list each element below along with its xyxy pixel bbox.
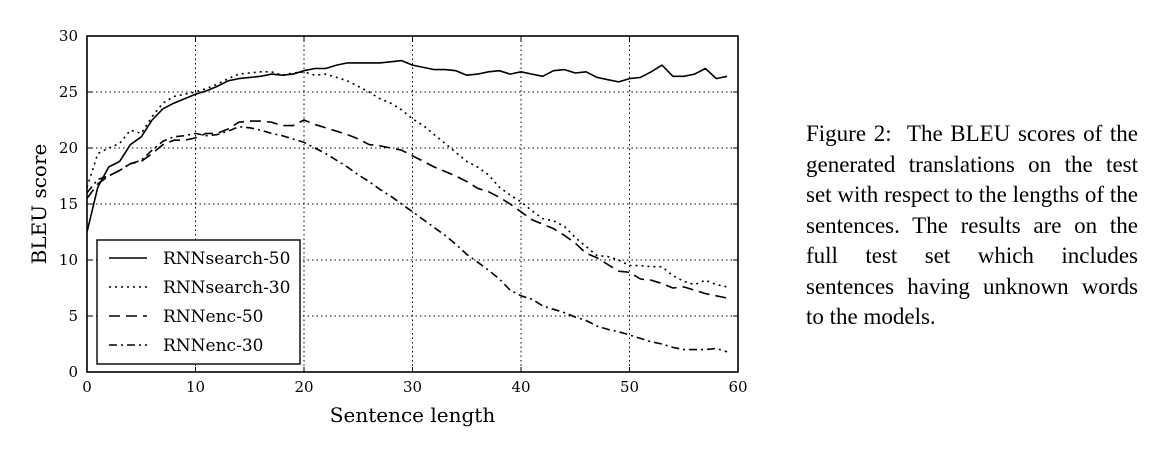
figure-caption: Figure 2: The BLEU scores of the generat…: [806, 119, 1138, 333]
x-tick-label: 30: [403, 378, 422, 396]
figure-caption-text: The BLEU scores of the generated transla…: [806, 121, 1139, 329]
legend-box: [96, 239, 301, 365]
y-axis-ticks: 0 5 10 15 20 25 30: [59, 27, 738, 381]
series-line-4: [86, 125, 728, 353]
series-line-2: [86, 71, 728, 288]
y-tick-label: 0: [68, 363, 78, 381]
y-tick-label: 15: [59, 195, 78, 213]
y-tick-label: 5: [68, 307, 78, 325]
legend-label: RNNenc-50: [163, 307, 263, 327]
series-line-1: [86, 59, 728, 233]
series-lines: [86, 59, 728, 353]
legend-label: RNNsearch-50: [163, 249, 290, 269]
x-tick-label: 0: [82, 378, 92, 396]
x-tick-label: 50: [620, 378, 639, 396]
y-tick-label: 30: [59, 27, 78, 45]
figure-caption-label: Figure 2:: [806, 121, 892, 146]
x-tick-label: 20: [294, 378, 313, 396]
legend-label: RNNsearch-30: [163, 278, 290, 298]
y-axis-label: BLEU score: [27, 144, 51, 265]
series-line-3: [86, 119, 728, 299]
y-tick-label: 10: [59, 251, 78, 269]
bleu-line-chart: 0 10 20 30 40 50 60 0 5 10 15 20 25 30 Sentence leng…: [27, 27, 748, 427]
legend: RNNsearch-50 RNNsearch-30 RNNenc-50 RNNenc-…: [96, 239, 301, 365]
x-axis-ticks: 0 10 20 30 40 50 60: [82, 36, 748, 396]
y-tick-label: 25: [59, 83, 78, 101]
x-tick-label: 40: [511, 378, 530, 396]
x-tick-label: 60: [728, 378, 747, 396]
legend-label: RNNenc-30: [163, 336, 263, 356]
x-axis-label: Sentence length: [330, 403, 496, 427]
x-tick-label: 10: [186, 378, 205, 396]
y-tick-label: 20: [59, 139, 78, 157]
